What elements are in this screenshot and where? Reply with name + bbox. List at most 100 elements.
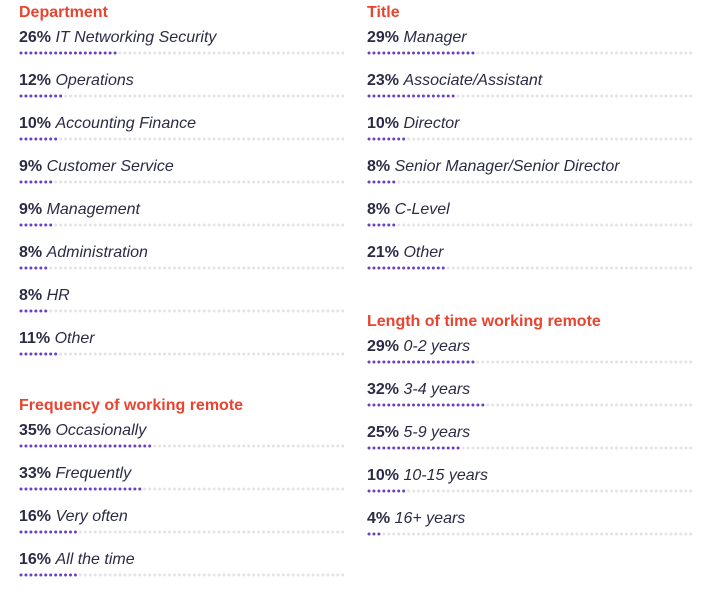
bar-dot-filled — [407, 446, 411, 450]
bar-dot-empty — [163, 180, 167, 184]
bar-dot-empty — [431, 137, 435, 141]
bar-dot-empty — [570, 51, 574, 55]
bar-dot-empty — [516, 489, 519, 493]
bar-dot-empty — [326, 51, 330, 55]
bar-dot-empty — [267, 180, 270, 184]
bar-dot-empty — [207, 180, 211, 184]
bar-dot-empty — [69, 309, 72, 313]
bar-dot-empty — [172, 352, 176, 356]
bar-dot-empty — [679, 94, 683, 98]
bar-dot-empty — [153, 352, 157, 356]
bar-dot-empty — [187, 180, 191, 184]
bar-dot-empty — [64, 94, 68, 98]
length-dot-track — [367, 402, 694, 408]
bar-dot-empty — [530, 403, 534, 407]
title-dot-track — [367, 265, 694, 271]
bar-dot-empty — [113, 573, 117, 577]
bar-dot-empty — [664, 403, 668, 407]
bar-dot-empty — [575, 266, 579, 270]
bar-dot-filled — [377, 360, 381, 364]
bar-dot-filled — [69, 444, 72, 448]
bar-dot-filled — [446, 94, 450, 98]
bar-dot-empty — [108, 180, 112, 184]
bar-dot-empty — [321, 573, 325, 577]
bar-dot-empty — [446, 266, 450, 270]
bar-dot-filled — [54, 94, 58, 98]
bar-dot-empty — [540, 360, 544, 364]
bar-dot-empty — [649, 137, 653, 141]
category-name: Other — [54, 330, 95, 347]
bar-dot-empty — [649, 446, 653, 450]
bar-dot-empty — [550, 266, 554, 270]
bar-dot-filled — [431, 360, 435, 364]
bar-dot-filled — [39, 137, 43, 141]
bar-dot-empty — [257, 223, 261, 227]
bar-dot-empty — [610, 266, 614, 270]
bar-dot-filled — [24, 487, 28, 491]
bar-dot-empty — [197, 137, 201, 141]
bar-dot-empty — [336, 487, 340, 491]
bar-dot-empty — [182, 137, 186, 141]
bar-dot-empty — [271, 309, 275, 313]
bar-dot-empty — [148, 223, 152, 227]
bar-dot-empty — [197, 51, 201, 55]
bar-dot-empty — [575, 360, 579, 364]
dot-bar — [367, 446, 693, 450]
bar-dot-empty — [311, 444, 315, 448]
bar-dot-empty — [580, 266, 584, 270]
bar-dot-empty — [605, 94, 609, 98]
bar-dot-empty — [634, 532, 638, 536]
bar-dot-empty — [64, 137, 68, 141]
bar-dot-empty — [644, 266, 648, 270]
bar-dot-empty — [664, 266, 668, 270]
bar-dot-empty — [316, 94, 320, 98]
bar-dot-filled — [59, 573, 63, 577]
bar-dot-filled — [123, 444, 127, 448]
bar-dot-empty — [321, 223, 325, 227]
bar-dot-empty — [421, 532, 425, 536]
bar-dot-empty — [634, 403, 638, 407]
bar-dot-filled — [367, 446, 371, 450]
bar-dot-empty — [123, 94, 127, 98]
bar-dot-empty — [545, 266, 549, 270]
bar-dot-empty — [491, 446, 495, 450]
bar-dot-empty — [565, 403, 569, 407]
bar-dot-empty — [197, 94, 201, 98]
bar-dot-empty — [311, 180, 315, 184]
bar-dot-empty — [267, 223, 270, 227]
bar-dot-filled — [377, 446, 381, 450]
bar-dot-empty — [103, 573, 107, 577]
bar-dot-empty — [133, 94, 137, 98]
bar-dot-empty — [491, 180, 495, 184]
bar-dot-empty — [168, 137, 171, 141]
bar-dot-empty — [511, 489, 515, 493]
bar-dot-filled — [421, 51, 425, 55]
bar-dot-empty — [634, 489, 638, 493]
bar-dot-empty — [545, 446, 549, 450]
bar-dot-empty — [291, 51, 295, 55]
bar-dot-filled — [29, 266, 33, 270]
bar-dot-empty — [192, 180, 196, 184]
bar-dot-empty — [148, 94, 152, 98]
bar-dot-empty — [123, 530, 127, 534]
bar-dot-filled — [441, 51, 445, 55]
bar-dot-filled — [397, 266, 401, 270]
bar-dot-filled — [441, 266, 445, 270]
bar-dot-empty — [412, 137, 416, 141]
bar-dot-empty — [615, 360, 618, 364]
department-item: 8% Administration — [19, 243, 345, 286]
bar-dot-empty — [306, 137, 310, 141]
bar-dot-empty — [93, 352, 97, 356]
bar-dot-filled — [54, 530, 58, 534]
bar-dot-filled — [69, 573, 72, 577]
category-name: Management — [46, 201, 140, 218]
bar-dot-empty — [590, 137, 594, 141]
bar-dot-empty — [550, 360, 554, 364]
bar-dot-empty — [341, 180, 345, 184]
bar-dot-empty — [530, 532, 534, 536]
bar-dot-empty — [326, 352, 330, 356]
bar-dot-empty — [242, 444, 246, 448]
bar-dot-filled — [387, 137, 391, 141]
bar-dot-empty — [595, 360, 599, 364]
bar-dot-empty — [98, 573, 102, 577]
